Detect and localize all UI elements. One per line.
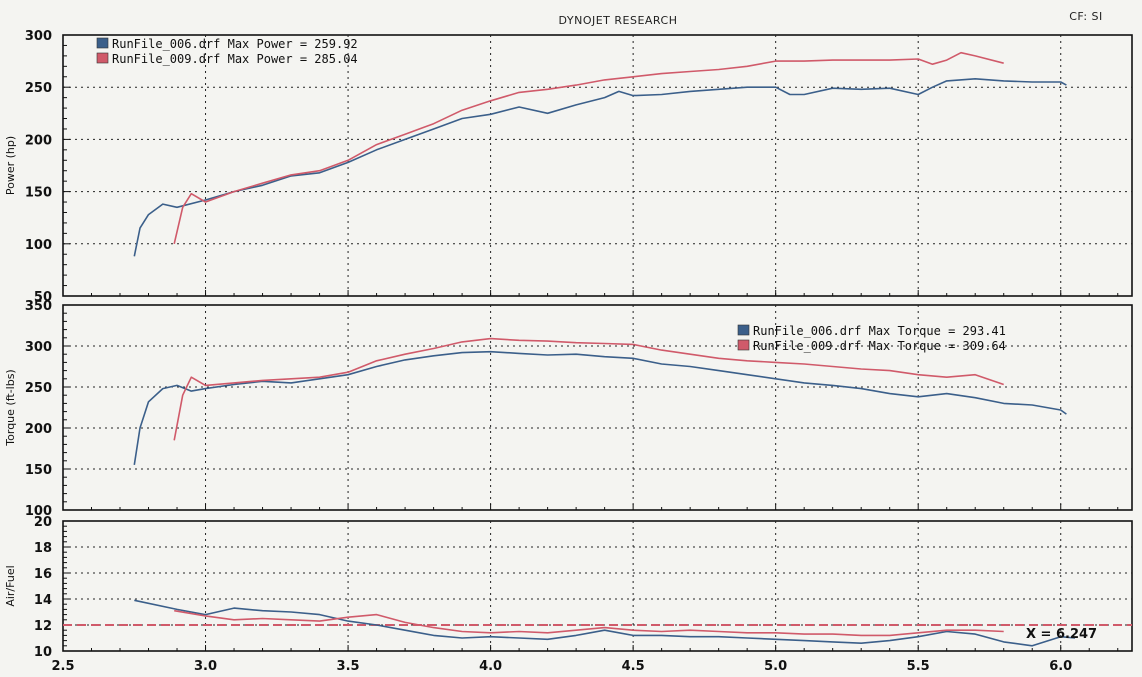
y-tick-label: 20 bbox=[34, 515, 52, 530]
chart-title: DYNOJET RESEARCH bbox=[559, 14, 678, 27]
y-tick-label: 300 bbox=[25, 29, 52, 44]
legend-swatch bbox=[96, 37, 109, 49]
y-tick-label: 200 bbox=[25, 133, 52, 148]
y-tick-label: 250 bbox=[25, 81, 52, 96]
y-axis-label: Torque (ft-lbs) bbox=[4, 369, 17, 446]
legend-swatch bbox=[737, 324, 750, 336]
y-axis-label: Power (hp) bbox=[4, 136, 17, 195]
plot-frame bbox=[62, 34, 1133, 297]
series-line-run006 bbox=[133, 350, 1067, 466]
y-tick-label: 50 bbox=[34, 290, 52, 305]
y-tick-label: 16 bbox=[34, 567, 52, 582]
legend-label: RunFile_009.drf Max Torque = 309.64 bbox=[753, 339, 1006, 353]
plot-frame bbox=[62, 304, 1133, 511]
series-line-run006 bbox=[134, 599, 1076, 647]
x-tick-label: 4.0 bbox=[479, 659, 502, 674]
legend-swatch bbox=[737, 339, 750, 351]
y-tick-label: 10 bbox=[34, 645, 52, 660]
y-tick-label: 150 bbox=[25, 186, 52, 201]
legend-swatch bbox=[96, 52, 109, 64]
y-tick-label: 100 bbox=[25, 238, 52, 253]
panel-power: 300 250 200 150 100 50 Power (hp) RunFile_006.d… bbox=[4, 29, 1133, 305]
panel-torque: 350 300 250 200 150 100 Torque (ft-lbs) RunFile… bbox=[4, 299, 1133, 519]
y-tick-label: 300 bbox=[25, 340, 52, 355]
y-tick-label: 200 bbox=[25, 422, 52, 437]
series-line-run009 bbox=[174, 609, 1004, 637]
x-tick-label: 3.0 bbox=[194, 659, 217, 674]
legend-label: RunFile_006.drf Max Power = 259.92 bbox=[112, 37, 358, 51]
legend-label: RunFile_006.drf Max Torque = 293.41 bbox=[753, 324, 1006, 338]
y-tick-label: 350 bbox=[25, 299, 52, 314]
y-tick-label: 14 bbox=[34, 593, 52, 608]
y-tick-label: 150 bbox=[25, 463, 52, 478]
y-tick-label: 100 bbox=[25, 504, 52, 519]
series-line-run009 bbox=[173, 51, 1004, 244]
x-tick-label: 4.5 bbox=[622, 659, 645, 674]
y-tick-label: 18 bbox=[34, 541, 52, 556]
cursor-readout: X = 6.247 bbox=[1026, 627, 1097, 642]
x-tick-label: 6.0 bbox=[1049, 659, 1072, 674]
x-tick-label: 5.5 bbox=[907, 659, 930, 674]
plot-frame bbox=[62, 520, 1133, 652]
x-tick-label: 5.0 bbox=[764, 659, 787, 674]
series-line-run009 bbox=[173, 337, 1004, 441]
x-tick-label: 3.5 bbox=[337, 659, 360, 674]
y-axis-label: Air/Fuel bbox=[4, 565, 17, 606]
x-tick-label: 2.5 bbox=[51, 659, 74, 674]
y-tick-label: 12 bbox=[34, 619, 52, 634]
y-tick-label: 250 bbox=[25, 381, 52, 396]
legend-label: RunFile_009.drf Max Power = 285.04 bbox=[112, 52, 358, 66]
series-line-run006 bbox=[133, 78, 1067, 257]
panel-air-fuel: 20 18 16 14 12 10 Air/Fuel 2.5 3.0 3.5 4.0 4.5 5.0 5.… bbox=[4, 515, 1133, 674]
correction-factor-label: CF: SI bbox=[1069, 10, 1103, 23]
